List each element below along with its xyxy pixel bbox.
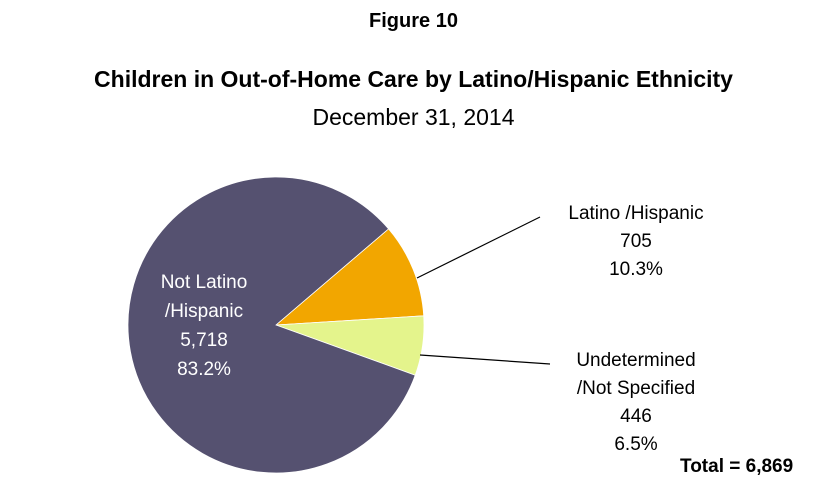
slice-2-slice-name-line-1: Undetermined [576,350,695,371]
slice-3-slice-name-line-2: /Hispanic [165,301,243,322]
figure-label: Figure 10 [369,10,458,32]
slice-2-slice-name-line-2: /Not Specified [577,378,695,399]
slice-2-slice-percent: 6.5% [614,434,657,455]
slice-1-slice-percent: 10.3% [609,259,663,280]
slice-2-slice-count: 446 [620,406,652,427]
slice-3-slice-percent: 83.2% [177,359,231,380]
slice-3-slice-count: 5,718 [180,330,228,351]
chart-title: Children in Out-of-Home Care by Latino/H… [94,66,733,92]
leader-line-1 [416,216,541,279]
leader-line-2 [419,354,551,365]
total-label: Total = 6,869 [680,456,794,477]
slice-1-slice-name-line-1: Latino /Hispanic [568,203,703,224]
pie-slice-3 [127,176,416,474]
slice-1-slice-count: 705 [620,231,652,252]
chart-subtitle: December 31, 2014 [312,104,515,130]
slice-3-slice-name-line-1: Not Latino [161,272,248,293]
pie-slice-1 [274,228,425,326]
